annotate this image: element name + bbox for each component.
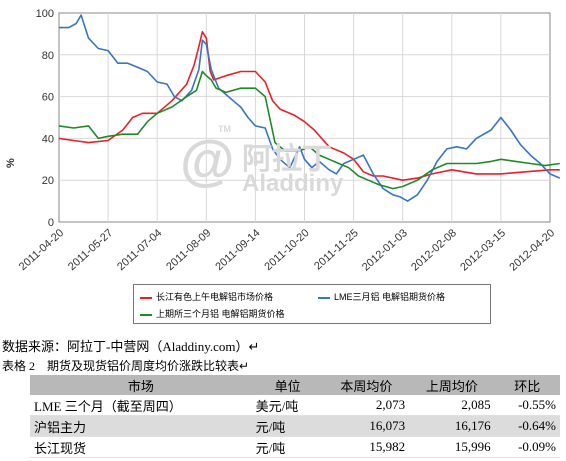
cell-change: -0.09% [494, 436, 560, 458]
legend-swatch-green [140, 313, 152, 316]
x-tick-label: 2011-09-14 [213, 227, 262, 273]
watermark-logo: @ TM 阿拉丁 Aladdiny [180, 124, 390, 200]
cell-unit: 元/吨 [251, 415, 324, 437]
legend-label: 上期所三个月铝 电解铝期货价格 [156, 309, 285, 319]
y-axis-label: % [5, 158, 17, 168]
cell-change: -0.64% [494, 415, 560, 437]
x-tick-label: 2012-01-03 [360, 227, 410, 274]
legend-swatch-red [140, 296, 152, 299]
col-header-market: 市场 [30, 375, 252, 395]
cell-market: 长江现货 [30, 436, 252, 458]
cell-unit: 美元/吨 [251, 395, 324, 416]
cell-unit: 元/吨 [251, 436, 324, 458]
x-tick-label: 2011-05-27 [66, 227, 115, 273]
legend-label: 长江有色上午电解铝市场价格 [156, 292, 274, 302]
x-tick-label: 2012-03-15 [458, 227, 508, 274]
x-tick-label: 2011-10-20 [262, 227, 311, 273]
y-tick-label: 40 [42, 133, 54, 145]
watermark-brand-cn: 阿拉丁 [242, 143, 332, 176]
col-header-last-week: 上周均价 [409, 375, 495, 395]
table-caption: 表格 2 期货及现货铝价周度均价涨跌比较表↵ [2, 359, 250, 373]
legend-swatch-blue [318, 296, 330, 299]
table-row: 长江现货 元/吨 15,982 15,996 -0.09% [30, 436, 560, 458]
x-tick-label: 2011-07-04 [115, 227, 164, 273]
col-header-this-week: 本周均价 [323, 375, 410, 395]
cell-this-week: 2,073 [323, 395, 410, 416]
y-tick-label: 0 [48, 217, 54, 229]
series-line-2 [58, 70, 560, 190]
watermark-tm: TM [218, 124, 231, 134]
data-source-note: 数据来源：阿拉丁-中营网（Aladdiny.com）↵ [2, 339, 260, 354]
y-tick-label: 80 [42, 50, 54, 62]
col-header-unit: 单位 [251, 375, 324, 395]
aluminum-price-line-chart: 0 20 40 60 80 100 2011-04-20 2011-05-27 2011-07… [5, 8, 561, 274]
col-header-change: 环比 [494, 375, 560, 395]
x-tick-label: 2011-11-25 [312, 227, 361, 272]
x-tick-label: 2011-08-09 [164, 227, 213, 273]
y-tick-label: 60 [42, 92, 54, 104]
x-tick-label: 2012-04-20 [507, 227, 557, 274]
cell-market: LME 三个月（截至周四） [30, 395, 252, 416]
cell-change: -0.55% [494, 395, 560, 416]
watermark-brand-en: Aladdiny [242, 170, 344, 197]
cell-this-week: 16,073 [323, 415, 410, 437]
legend-item-lme: LME三月铝 电解铝期货价格 [318, 292, 445, 303]
x-tick-label: 2012-02-08 [409, 227, 459, 274]
table-row: LME 三个月（截至周四） 美元/吨 2,073 2,085 -0.55% [30, 395, 560, 416]
x-tick-label: 2011-04-20 [17, 227, 66, 273]
legend-item-shfe: 上期所三个月铝 电解铝期货价格 [140, 309, 285, 320]
price-comparison-table: 市场 单位 本周均价 上周均价 环比 LME 三个月（截至周四） 美元/吨 2,… [30, 375, 560, 458]
cell-last-week: 15,996 [409, 436, 495, 458]
cell-market: 沪铝主力 [30, 415, 252, 437]
table-row: 沪铝主力 元/吨 16,073 16,176 -0.64% [30, 415, 560, 437]
y-tick-label: 100 [36, 8, 54, 20]
series-line-1 [59, 14, 561, 202]
watermark-at-icon: @ [180, 128, 235, 191]
chart-legend: 长江有色上午电解铝市场价格 LME三月铝 电解铝期货价格 上期所三个月铝 电解铝… [133, 284, 491, 324]
table-header-row: 市场 单位 本周均价 上周均价 环比 [30, 375, 560, 395]
cell-last-week: 16,176 [409, 415, 495, 437]
legend-item-changjiang: 长江有色上午电解铝市场价格 [140, 292, 273, 303]
y-tick-label: 20 [42, 175, 54, 187]
cell-last-week: 2,085 [409, 395, 495, 416]
cell-this-week: 15,982 [323, 436, 410, 458]
legend-label: LME三月铝 电解铝期货价格 [334, 292, 446, 302]
series-line-0 [58, 30, 560, 181]
